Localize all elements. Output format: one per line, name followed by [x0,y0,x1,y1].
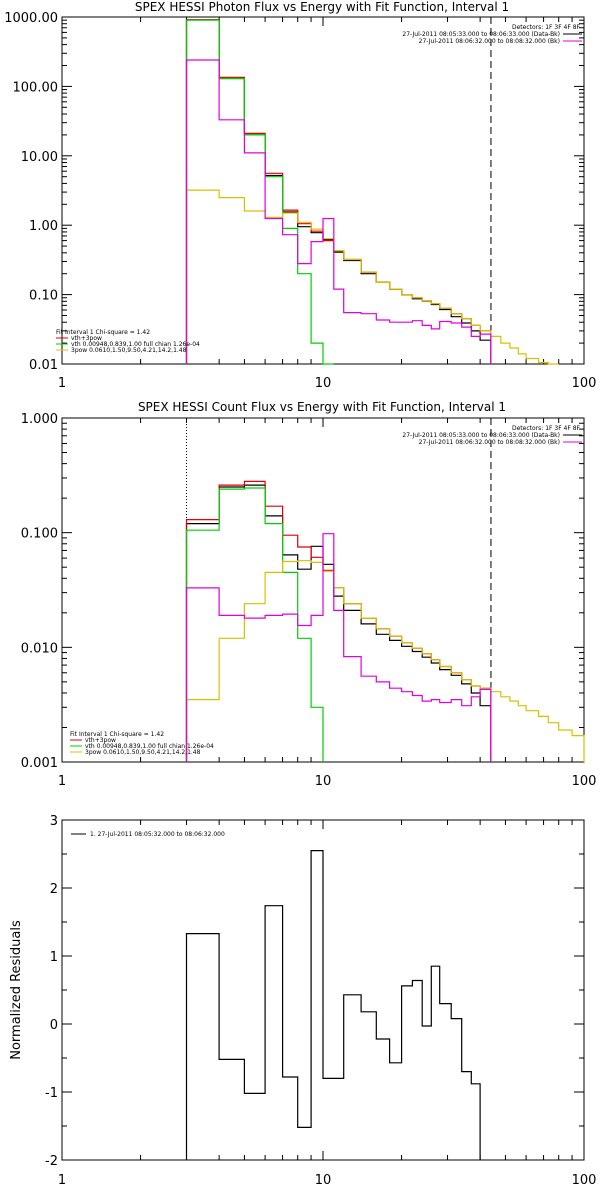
count-fit-legend: Fit Interval 1 Chi-square = 1.42 vth+3po… [70,731,214,756]
photon-series-3pow [185,189,559,365]
count-x-tick-label: 10 [315,774,332,789]
residuals-y-tick-label: -1 [45,1086,58,1101]
residuals-y-tick-label: 2 [50,882,58,897]
residuals-y-tick-label: 0 [50,1018,58,1033]
count-flux-title: SPEX HESSI Count Flux vs Energy with Fit… [138,400,506,414]
photon-y-tick-label: 10.00 [21,150,58,165]
count-fit-model: vth+3pow [85,737,116,744]
photon-fit-interval: Fit Interval 1 Chi-square = 1.42 [56,329,150,336]
count-bk-interval: 27-Jul-2011 08:06:32.000 to 08:08:32.000… [419,439,560,446]
count-series-vth-3pow [185,480,492,762]
count-y-tick-label: 0.001 [21,756,58,771]
photon-data-bk-interval: 27-Jul-2011 08:05:33.000 to 08:06:33.000… [402,31,560,38]
residuals-y-tick-label: 1 [50,950,58,965]
photon-series-vth-3pow [185,19,492,364]
photon-x-tick-label: 1 [58,376,66,391]
residuals-y-tick-label: 3 [50,814,58,829]
residuals-x-tick-label: 100 [572,1173,597,1188]
photon-fit-model: vth+3pow [71,335,102,342]
count-flux-header: Detectors: 1F 3F 4F 8F 27-Jul-2011 08:05… [402,425,582,446]
residuals-series-total [185,850,481,1160]
photon-flux-panel: SPEX HESSI Photon Flux vs Energy with Fi… [4,0,596,391]
count-fit-interval: Fit Interval 1 Chi-square = 1.42 [70,731,164,738]
photon-fit-legend: Fit Interval 1 Chi-square = 1.42 vth+3po… [56,329,200,354]
photon-flux-plot-frame [61,16,585,365]
count-fit-vth: vth 0.00948,0.839,1.00 full chian 1.26e-… [85,743,214,750]
photon-fit-3pow: 3pow 0.0610,1.50,9.50,4.21,14.2,1.48 [71,347,187,354]
residuals-y-tick-label: -2 [45,1154,58,1169]
photon-detectors-label: Detectors: 1F 3F 4F 8F [512,24,581,31]
photon-bk-interval: 27-Jul-2011 08:06:32.000 to 08:08:32.000… [419,38,560,45]
count-x-tick-label: 100 [572,774,597,789]
photon-series-total [185,19,492,364]
photon-y-tick-label: 100.00 [13,80,59,95]
photon-series-bk [185,59,492,364]
residuals-y-axis-label: Normalized Residuals [9,920,24,1060]
count-fit-3pow: 3pow 0.0610,1.50,9.50,4.21,14.2,1.48 [85,749,201,756]
photon-fit-vth: vth 0.00948,0.839,1.00 full chian 1.26e-… [71,341,200,348]
count-detectors-label: Detectors: 1F 3F 4F 8F [512,425,581,432]
count-data-bk-interval: 27-Jul-2011 08:05:33.000 to 08:06:33.000… [402,432,560,439]
count-series-vth [185,487,324,762]
photon-series-vth [185,19,334,365]
count-y-tick-label: 0.100 [21,527,58,542]
count-series-bk [185,533,492,762]
photon-y-tick-label: 0.01 [29,358,58,373]
photon-y-tick-label: 0.10 [29,289,58,304]
count-series-3pow [185,560,585,762]
count-series-total [185,484,492,762]
photon-x-tick-label: 100 [572,376,597,391]
count-y-tick-label: 1.000 [21,412,58,427]
photon-flux-title: SPEX HESSI Photon Flux vs Energy with Fi… [135,0,509,14]
photon-flux-header: Detectors: 1F 3F 4F 8F 27-Jul-2011 08:05… [402,24,582,45]
count-y-tick-label: 0.010 [21,641,58,656]
residuals-x-tick-label: 10 [315,1173,332,1188]
photon-y-tick-label: 1.00 [29,219,58,234]
count-x-tick-label: 1 [58,774,66,789]
residuals-legend-label: 1. 27-Jul-2011 08:05:32.000 to 08:06:32.… [90,831,225,838]
photon-y-tick-label: 1000.00 [4,11,58,26]
photon-x-tick-label: 10 [315,376,332,391]
residuals-x-tick-label: 1 [58,1173,66,1188]
residuals-panel: Normalized Residuals 1 10 100 -2 -1 0 1 2 3 1. 2… [9,814,596,1188]
count-flux-panel: SPEX HESSI Count Flux vs Energy with Fit… [21,400,597,789]
